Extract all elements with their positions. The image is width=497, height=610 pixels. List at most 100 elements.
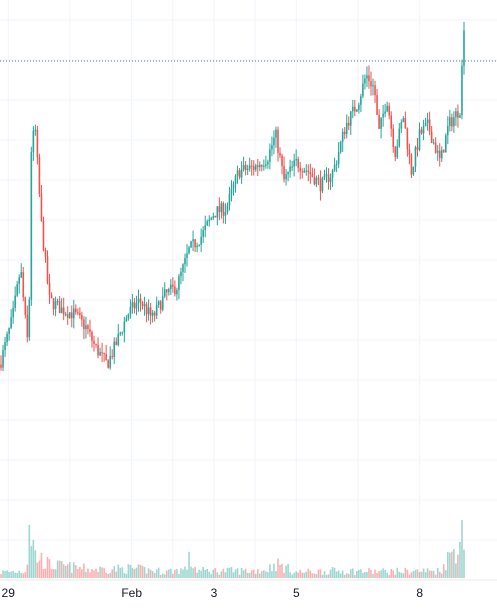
- candle-body: [202, 230, 204, 237]
- volume-bar: [339, 573, 342, 578]
- volume-bar: [28, 524, 31, 578]
- volume-bar: [256, 569, 259, 578]
- volume-bar: [153, 572, 156, 578]
- candle-body: [159, 301, 162, 310]
- candle-body: [141, 301, 144, 307]
- volume-bar: [394, 574, 397, 578]
- candle-body: [459, 115, 461, 118]
- candle-body: [416, 147, 419, 150]
- volume-bar: [289, 572, 291, 578]
- volume-bar: [285, 565, 287, 578]
- candle-body: [42, 220, 45, 250]
- volume-bar: [165, 570, 168, 578]
- candle-body: [0, 364, 2, 368]
- candle-body: [319, 178, 322, 192]
- candle-body: [97, 344, 99, 356]
- volume-bar: [404, 567, 407, 578]
- volume-bar: [376, 572, 378, 578]
- volume-bar: [351, 568, 354, 578]
- candle-body: [333, 165, 336, 171]
- volume-bar: [99, 566, 101, 578]
- candle-body: [291, 166, 293, 168]
- volume-bar: [125, 573, 128, 578]
- candle-body: [168, 288, 170, 293]
- volume-bar: [269, 564, 271, 578]
- candle-body: [149, 307, 152, 316]
- volume-bar: [16, 572, 18, 578]
- volume-bar: [392, 570, 395, 578]
- volume-bar: [307, 568, 310, 578]
- candle-body: [46, 256, 49, 284]
- candle-body: [40, 193, 43, 221]
- volume-bar: [281, 563, 283, 578]
- volume-bar: [64, 565, 67, 578]
- candle-body: [70, 312, 73, 319]
- candle-body: [115, 341, 118, 345]
- candle-body: [103, 352, 105, 354]
- volume-bar: [81, 569, 83, 578]
- candle-body: [311, 173, 314, 177]
- candle-body: [190, 241, 192, 248]
- candle-body: [390, 115, 393, 129]
- candle-body: [38, 157, 41, 194]
- candle-body: [224, 211, 227, 216]
- candle-body: [163, 289, 166, 297]
- candle-body: [87, 325, 89, 330]
- candle-body: [305, 170, 308, 172]
- candle-body: [165, 289, 168, 293]
- candle-body: [16, 284, 18, 296]
- candle-body: [256, 165, 259, 168]
- candle-body: [234, 175, 237, 185]
- volume-bar: [83, 563, 85, 578]
- volume-bar: [366, 572, 368, 578]
- volume-bar: [188, 551, 190, 578]
- candle-body: [107, 360, 109, 368]
- volume-bar: [459, 541, 461, 578]
- candle-body: [77, 312, 79, 314]
- volume-bar: [236, 568, 239, 578]
- volume-bar: [135, 567, 138, 578]
- x-tick-label: 8: [416, 586, 423, 600]
- volume-bar: [354, 574, 356, 578]
- candles: [0, 21, 465, 372]
- candle-body: [283, 166, 285, 180]
- volume-bar: [293, 572, 295, 578]
- candle-body: [356, 109, 358, 112]
- volume-bar: [418, 571, 421, 578]
- volume-bar: [194, 566, 196, 578]
- candle-body: [54, 301, 57, 310]
- volume-bar: [295, 571, 297, 578]
- volume-bar: [303, 572, 306, 578]
- candle-body: [343, 131, 346, 135]
- candle-body: [275, 129, 277, 138]
- candle-body: [236, 170, 239, 176]
- volume-bar: [85, 571, 87, 578]
- candle-body: [204, 225, 207, 231]
- volume-bar: [426, 568, 429, 578]
- volume-bar: [252, 569, 255, 578]
- volume-bar: [168, 569, 170, 578]
- candle-body: [297, 158, 300, 168]
- volume-bar: [228, 567, 231, 578]
- volume-bar: [184, 566, 186, 578]
- candle-body: [153, 312, 156, 316]
- volume-bar: [121, 567, 124, 578]
- volume-bar: [36, 562, 39, 578]
- volume-bar: [48, 559, 51, 578]
- volume-bar: [34, 550, 37, 578]
- volume-bar: [38, 560, 41, 578]
- candle-body: [410, 154, 413, 175]
- candle-body: [287, 171, 289, 175]
- volume-bar: [50, 568, 53, 578]
- candle-body: [214, 216, 217, 218]
- candle-body: [50, 295, 53, 299]
- candle-body: [372, 85, 374, 87]
- candle-body: [455, 111, 457, 118]
- candle-body: [250, 165, 253, 167]
- volume-bar: [131, 567, 134, 578]
- candle-body: [109, 356, 111, 368]
- volume-bar: [432, 570, 435, 578]
- x-axis: 29 Feb 3 5 8: [2, 586, 424, 600]
